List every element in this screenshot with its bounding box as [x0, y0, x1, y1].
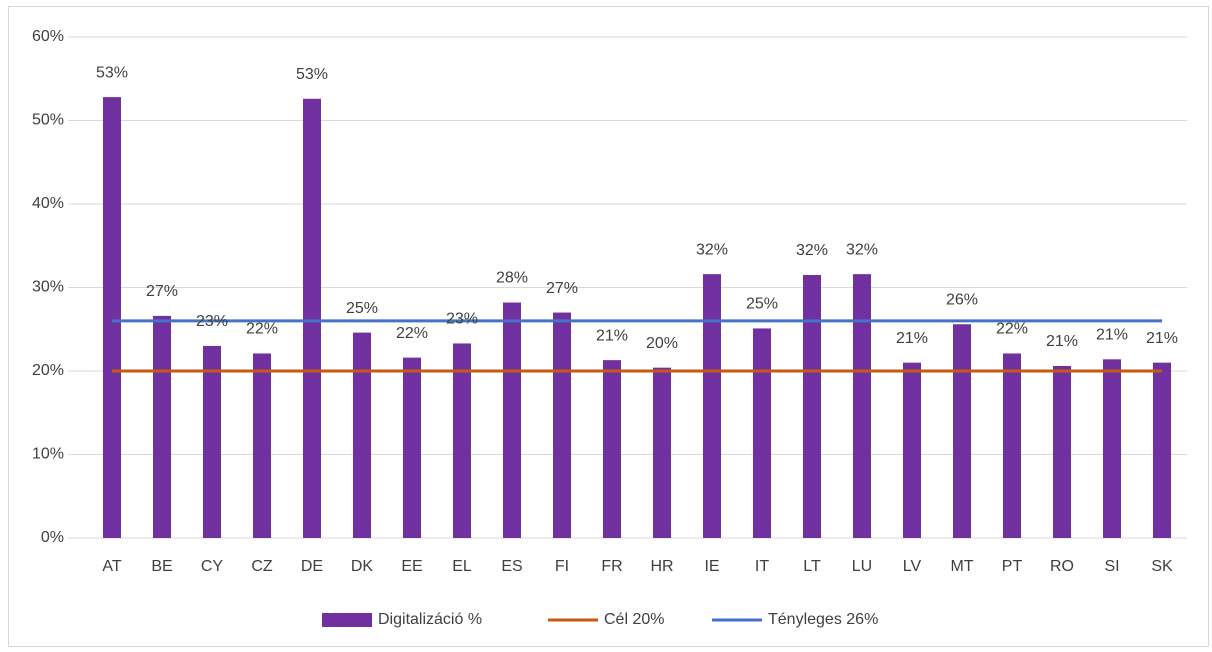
data-label: 32% [796, 242, 828, 259]
data-label: 20% [646, 335, 678, 352]
x-tick-label: CY [201, 558, 224, 575]
bar [603, 360, 621, 538]
x-tick-label: AT [102, 558, 121, 575]
bar [453, 343, 471, 538]
x-tick-label: RO [1050, 558, 1074, 575]
bar [353, 332, 371, 538]
y-tick-label: 60% [32, 28, 64, 45]
bar [803, 274, 821, 538]
data-label: 27% [146, 283, 178, 300]
data-label: 32% [846, 241, 878, 258]
x-tick-label: IE [704, 558, 719, 575]
data-label: 25% [346, 300, 378, 317]
y-tick-label: 0% [41, 529, 64, 546]
data-label: 25% [746, 296, 778, 313]
data-label: 22% [996, 321, 1028, 338]
bar [253, 353, 271, 538]
data-label: 53% [296, 66, 328, 83]
legend-label: Tényleges 26% [768, 611, 878, 628]
bar [203, 345, 221, 538]
bar [953, 324, 971, 538]
legend-label: Digitalizáció % [378, 611, 482, 628]
bar [1153, 362, 1171, 538]
x-tick-label: DK [351, 558, 374, 575]
y-tick-label: 10% [32, 446, 64, 463]
data-label: 27% [546, 280, 578, 297]
bar [703, 274, 721, 538]
bar [1003, 353, 1021, 538]
chart-border [8, 6, 1209, 647]
x-tick-label: LV [903, 558, 922, 575]
data-label: 21% [1146, 330, 1178, 347]
bar [153, 315, 171, 538]
bar [753, 328, 771, 538]
x-tick-label: CZ [251, 558, 273, 575]
data-label: 21% [896, 330, 928, 347]
x-tick-label: BE [151, 558, 172, 575]
x-tick-label: FR [601, 558, 622, 575]
data-label: 23% [196, 313, 228, 330]
x-tick-label: PT [1002, 558, 1023, 575]
x-tick-label: FI [555, 558, 569, 575]
x-tick-label: SI [1104, 558, 1119, 575]
bar [903, 362, 921, 538]
bar [1103, 359, 1121, 538]
x-tick-label: SK [1151, 558, 1173, 575]
x-tick-label: DE [301, 558, 323, 575]
bar [503, 302, 521, 538]
y-tick-label: 40% [32, 195, 64, 212]
x-tick-label: HR [650, 558, 673, 575]
data-label: 23% [446, 311, 478, 328]
x-tick-label: MT [950, 558, 973, 575]
data-label: 53% [96, 64, 128, 81]
data-label: 21% [1046, 333, 1078, 350]
bar [853, 274, 871, 538]
bar [553, 312, 571, 538]
data-label: 21% [1096, 327, 1128, 344]
bar [403, 357, 421, 538]
legend-label: Cél 20% [604, 611, 664, 628]
bar [1053, 365, 1071, 538]
data-label: 32% [696, 241, 728, 258]
y-tick-label: 30% [32, 279, 64, 296]
bar [103, 97, 121, 539]
x-tick-label: ES [501, 558, 522, 575]
x-tick-label: IT [755, 558, 769, 575]
data-label: 22% [396, 325, 428, 342]
x-tick-label: LU [852, 558, 872, 575]
y-tick-label: 50% [32, 112, 64, 129]
x-tick-label: EE [401, 558, 422, 575]
y-tick-label: 20% [32, 362, 64, 379]
data-label: 28% [496, 270, 528, 287]
data-label: 21% [596, 327, 628, 344]
x-tick-label: EL [452, 558, 472, 575]
legend-swatch [322, 613, 372, 627]
bar [653, 367, 671, 538]
data-label: 26% [946, 291, 978, 308]
x-tick-label: LT [803, 558, 821, 575]
bar [303, 98, 321, 538]
data-label: 22% [246, 321, 278, 338]
